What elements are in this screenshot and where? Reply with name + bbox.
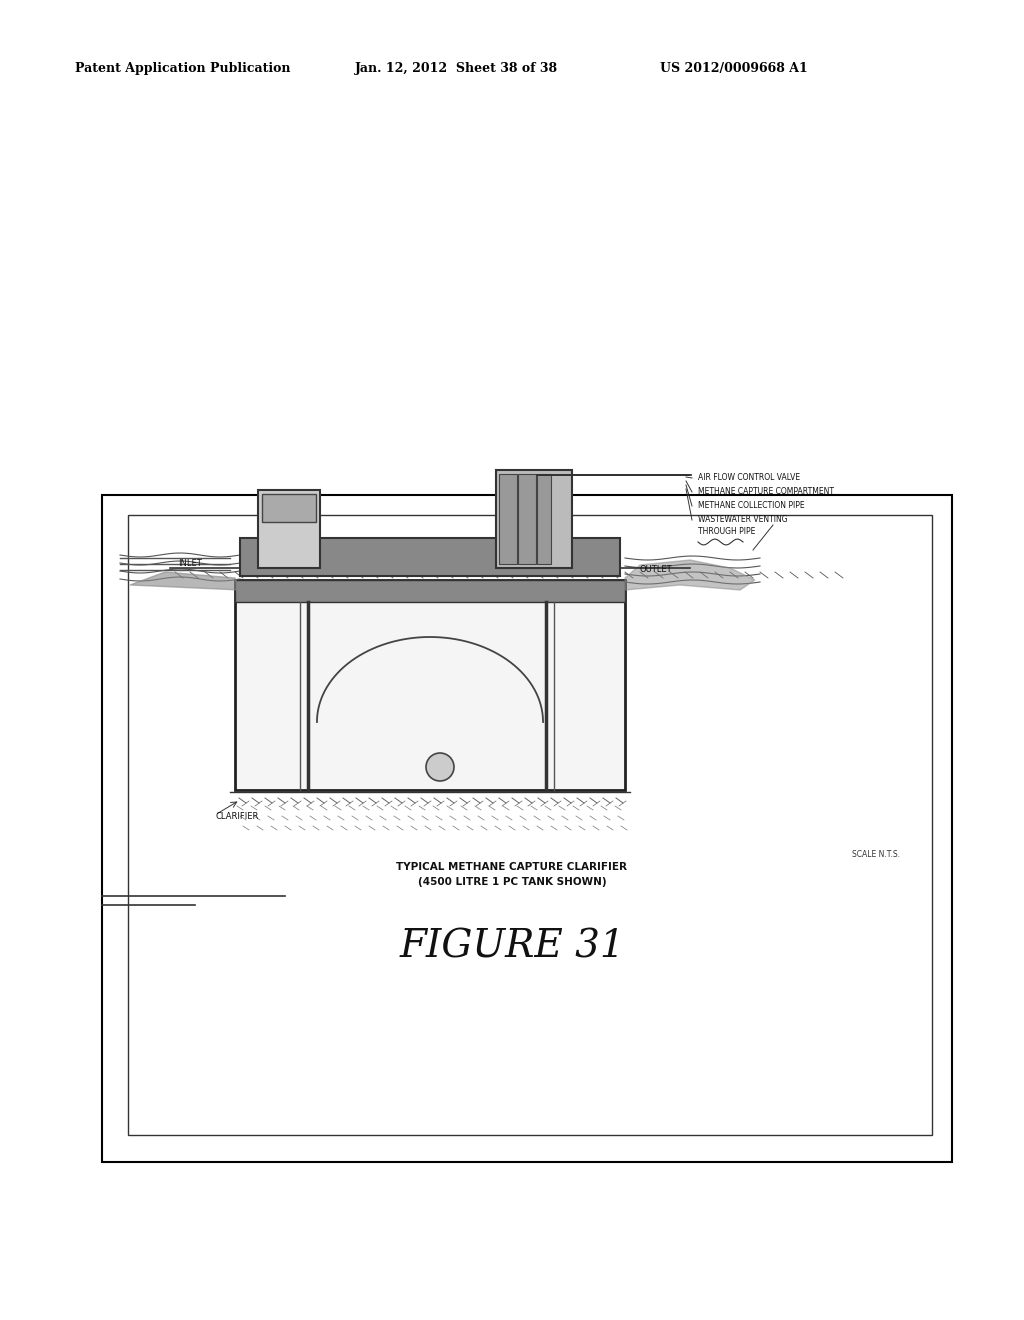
- Text: WASTEWATER VENTING: WASTEWATER VENTING: [698, 516, 787, 524]
- Bar: [102, 495, 952, 1162]
- Text: METHANE CAPTURE COMPARTMENT: METHANE CAPTURE COMPARTMENT: [698, 487, 834, 496]
- Text: THROUGH PIPE: THROUGH PIPE: [698, 527, 756, 536]
- Bar: [499, 474, 517, 564]
- Bar: [496, 470, 572, 568]
- Text: (4500 LITRE 1 PC TANK SHOWN): (4500 LITRE 1 PC TANK SHOWN): [418, 876, 606, 887]
- Polygon shape: [625, 560, 755, 590]
- Circle shape: [426, 752, 454, 781]
- Text: US 2012/0009668 A1: US 2012/0009668 A1: [660, 62, 808, 75]
- Text: AIR FLOW CONTROL VALVE: AIR FLOW CONTROL VALVE: [698, 474, 800, 483]
- Text: TYPICAL METHANE CAPTURE CLARIFIER: TYPICAL METHANE CAPTURE CLARIFIER: [396, 862, 628, 873]
- Bar: [262, 494, 316, 521]
- Text: Jan. 12, 2012  Sheet 38 of 38: Jan. 12, 2012 Sheet 38 of 38: [355, 62, 558, 75]
- Text: METHANE COLLECTION PIPE: METHANE COLLECTION PIPE: [698, 502, 805, 511]
- Text: FIGURE 31: FIGURE 31: [399, 928, 625, 965]
- Bar: [234, 579, 625, 789]
- Bar: [234, 579, 625, 602]
- Text: Patent Application Publication: Patent Application Publication: [75, 62, 291, 75]
- Bar: [518, 474, 536, 564]
- Polygon shape: [130, 572, 240, 590]
- Bar: [537, 474, 551, 564]
- Text: CLARIFIER: CLARIFIER: [215, 812, 258, 821]
- Bar: [258, 490, 319, 568]
- Text: OUTLET: OUTLET: [640, 565, 673, 574]
- Text: SCALE N.T.S.: SCALE N.T.S.: [852, 850, 900, 859]
- Bar: [128, 515, 932, 1135]
- Bar: [240, 539, 620, 576]
- Text: INLET: INLET: [178, 558, 202, 568]
